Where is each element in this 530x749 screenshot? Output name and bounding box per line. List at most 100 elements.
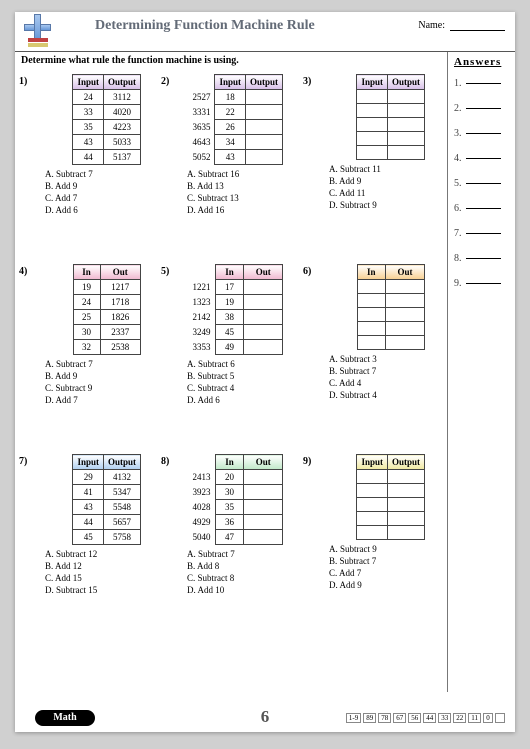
problem-3: 3)InputOutputA. Subtract 11B. Add 9C. Ad… [307, 74, 442, 212]
worksheet-page: Determining Function Machine Rule Name: … [15, 12, 515, 732]
row-label [45, 500, 73, 515]
row-label [45, 90, 73, 105]
function-table: InputOutput24311233402035422343503344513… [45, 74, 141, 165]
input-cell [357, 308, 385, 322]
input-cell: 24 [73, 90, 104, 105]
output-cell: 3112 [103, 90, 140, 105]
problem-1: 1)InputOutput243112334020354223435033445… [23, 74, 158, 217]
footer: Math 6 1-989786756443322110 [15, 705, 515, 729]
answer-blank[interactable] [466, 283, 501, 284]
answer-blank[interactable] [466, 83, 501, 84]
row-label: 2413 [187, 470, 215, 485]
answer-number: 3. [454, 128, 462, 139]
score-cell: 33 [438, 713, 451, 723]
input-cell: 45 [73, 530, 104, 545]
input-cell: 33 [73, 105, 104, 120]
row-label [45, 120, 73, 135]
col-header-out: Out [244, 265, 283, 280]
name-label: Name: [418, 20, 445, 31]
choice: A. Subtract 12 [45, 548, 158, 560]
choices: A. Subtract 7B. Add 9C. Subtract 9D. Add… [45, 358, 158, 407]
input-cell: 43 [73, 500, 104, 515]
output-cell [245, 105, 282, 120]
choice: B. Subtract 7 [329, 555, 442, 567]
output-cell [387, 484, 424, 498]
answer-slot: 1. [454, 78, 509, 89]
output-cell [245, 135, 282, 150]
output-cell [387, 526, 424, 540]
input-cell: 43 [215, 150, 246, 165]
output-cell: 5347 [103, 485, 140, 500]
function-table: InOut122117132319214238324945335349 [187, 264, 283, 355]
problem-number: 7) [19, 456, 27, 467]
page-title: Determining Function Machine Rule [95, 18, 315, 34]
choices: A. Subtract 7B. Add 8C. Subtract 8D. Add… [187, 548, 300, 597]
choice: D. Add 6 [45, 204, 158, 216]
row-label: 2142 [187, 310, 215, 325]
input-cell: 35 [73, 120, 104, 135]
choice: C. Subtract 8 [187, 572, 300, 584]
col-header-in: Input [357, 455, 388, 470]
output-cell [387, 90, 424, 104]
problem-number: 8) [161, 456, 169, 467]
choice: D. Subtract 9 [329, 199, 442, 211]
answer-blank[interactable] [466, 133, 501, 134]
answer-blank[interactable] [466, 158, 501, 159]
output-cell: 2538 [100, 340, 141, 355]
input-cell [357, 146, 388, 160]
choice: C. Add 7 [45, 192, 158, 204]
col-header-out: Output [387, 455, 424, 470]
row-label [329, 322, 357, 336]
score-cell: 0 [483, 713, 493, 723]
answer-number: 4. [454, 153, 462, 164]
choice: D. Add 16 [187, 204, 300, 216]
input-cell [357, 526, 388, 540]
choice: A. Subtract 16 [187, 168, 300, 180]
answer-number: 7. [454, 228, 462, 239]
col-header-in: Input [73, 75, 104, 90]
answer-blank[interactable] [466, 108, 501, 109]
row-label [45, 150, 73, 165]
output-cell: 1826 [100, 310, 141, 325]
row-label [45, 470, 73, 485]
input-cell [357, 294, 385, 308]
col-header-out: Output [245, 75, 282, 90]
choice: C. Add 11 [329, 187, 442, 199]
function-table: InOut241320392330402835492936504047 [187, 454, 283, 545]
problem-number: 2) [161, 76, 169, 87]
row-label [329, 308, 357, 322]
choice: B. Add 8 [187, 560, 300, 572]
input-cell: 26 [215, 120, 246, 135]
output-cell: 5548 [103, 500, 140, 515]
choice: C. Subtract 4 [187, 382, 300, 394]
answer-blank[interactable] [466, 258, 501, 259]
answer-slot: 9. [454, 278, 509, 289]
row-label [329, 294, 357, 308]
col-header-out: Out [244, 455, 283, 470]
function-table: InputOutput29413241534743554844565745575… [45, 454, 141, 545]
answer-blank[interactable] [466, 233, 501, 234]
score-cell: 78 [378, 713, 391, 723]
input-cell: 17 [215, 280, 244, 295]
output-cell [244, 500, 283, 515]
choice: B. Add 12 [45, 560, 158, 572]
problem-9: 9)InputOutputA. Subtract 9B. Subtract 7C… [307, 454, 442, 592]
row-label: 4929 [187, 515, 215, 530]
choice: D. Add 7 [45, 394, 158, 406]
name-input-line[interactable] [450, 30, 505, 31]
answer-blank[interactable] [466, 183, 501, 184]
col-header-in: In [357, 265, 385, 280]
answer-blank[interactable] [466, 208, 501, 209]
answer-slot: 6. [454, 203, 509, 214]
row-label [45, 530, 73, 545]
col-header-in: Input [357, 75, 388, 90]
input-cell: 19 [215, 295, 244, 310]
score-cell: 56 [408, 713, 421, 723]
row-label [329, 484, 357, 498]
output-cell [387, 118, 424, 132]
choice: A. Subtract 7 [187, 548, 300, 560]
row-label [45, 105, 73, 120]
col-header-out: Out [385, 265, 424, 280]
score-cell: 11 [468, 713, 481, 723]
input-cell [357, 484, 388, 498]
